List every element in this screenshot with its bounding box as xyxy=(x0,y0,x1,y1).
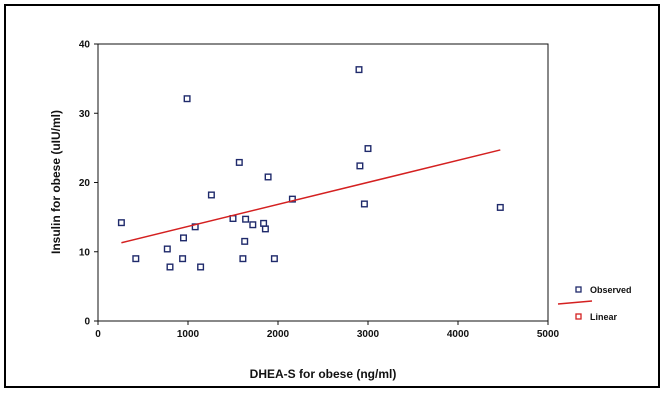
data-point xyxy=(261,225,269,233)
x-tick-label: 5000 xyxy=(537,329,560,340)
linear-fit xyxy=(121,149,501,244)
data-point xyxy=(179,234,187,242)
legend-linear-line xyxy=(557,300,593,305)
y-tick-label: 10 xyxy=(79,247,91,258)
y-tick-label: 20 xyxy=(79,178,91,189)
observed-points xyxy=(117,66,504,271)
legend: Observed Linear xyxy=(557,285,632,322)
x-tick-label: 2000 xyxy=(267,329,290,340)
data-point xyxy=(360,200,368,208)
legend-linear-marker xyxy=(575,313,582,320)
data-point xyxy=(364,145,372,153)
data-point xyxy=(117,219,125,227)
data-point xyxy=(241,237,249,245)
data-point xyxy=(179,255,187,263)
x-tick-label: 0 xyxy=(95,329,101,340)
data-point xyxy=(207,191,215,199)
data-point xyxy=(496,203,504,211)
data-point xyxy=(132,255,140,263)
plot-area xyxy=(97,43,549,322)
legend-linear-label: Linear xyxy=(590,312,618,322)
data-point xyxy=(183,95,191,103)
data-point xyxy=(264,173,272,181)
data-point xyxy=(235,158,243,166)
x-tick-label: 3000 xyxy=(357,329,380,340)
data-point xyxy=(242,215,250,223)
regression-line xyxy=(121,149,501,244)
x-tick-label: 4000 xyxy=(447,329,470,340)
legend-observed-label: Observed xyxy=(590,285,632,295)
legend-observed-marker xyxy=(575,286,582,293)
data-point xyxy=(260,219,268,227)
y-tick-label: 30 xyxy=(79,109,91,120)
y-tick-label: 40 xyxy=(79,40,91,51)
data-point xyxy=(249,221,257,229)
data-point xyxy=(239,255,247,263)
chart-frame xyxy=(4,4,660,388)
data-point xyxy=(356,162,364,170)
data-point xyxy=(166,263,174,271)
x-tick-label: 1000 xyxy=(177,329,200,340)
axis-ticks: 0 1000 2000 3000 4000 5000 0 10 20 30 40 xyxy=(79,40,560,341)
y-tick-label: 0 xyxy=(84,317,90,328)
x-axis-label: DHEA-S for obese (ng/ml) xyxy=(250,367,397,381)
data-point xyxy=(270,255,278,263)
y-axis-label: Insulin for obese (uIU/ml) xyxy=(49,110,63,254)
data-point xyxy=(163,245,171,253)
data-point xyxy=(288,195,296,203)
data-point xyxy=(197,263,205,271)
data-point xyxy=(355,66,363,74)
